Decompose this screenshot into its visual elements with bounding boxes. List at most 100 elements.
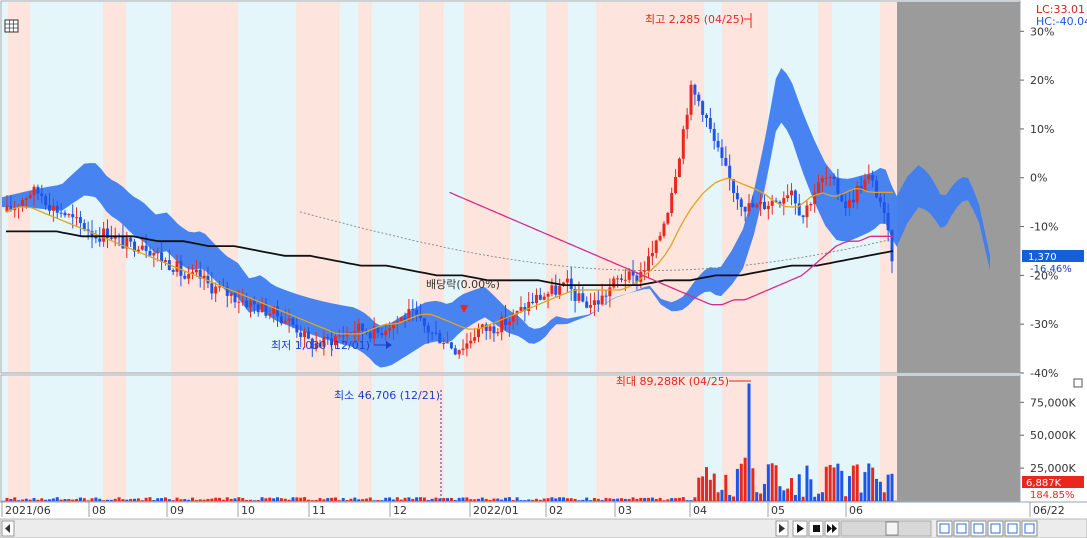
volume-bar xyxy=(581,499,585,501)
volume-axis-label: 25,000K xyxy=(1030,462,1076,475)
price-axis-label: 10% xyxy=(1030,123,1054,136)
zoom-out-icon-button[interactable] xyxy=(987,520,1004,537)
candle-body xyxy=(716,140,720,148)
table-grid-icon[interactable] xyxy=(4,19,19,33)
x-axis-label: 2022/01 xyxy=(473,504,519,517)
volume-bar xyxy=(395,497,399,501)
candle-body xyxy=(612,278,616,288)
candle-body xyxy=(442,343,446,345)
zoom-in-icon-button[interactable] xyxy=(970,520,987,537)
volume-bar xyxy=(279,498,283,501)
candle-body xyxy=(701,101,705,115)
band xyxy=(818,376,832,501)
candle-body xyxy=(407,309,411,321)
fit-icon[interactable] xyxy=(953,520,970,537)
zoom-window-icon-button[interactable] xyxy=(936,520,953,537)
candle-body xyxy=(287,318,291,321)
crosshair-icon[interactable] xyxy=(1004,520,1021,537)
candle-body xyxy=(426,325,430,333)
settings-icon-button[interactable] xyxy=(1021,520,1038,537)
zoom-out-icon[interactable] xyxy=(987,520,1004,537)
candle-body xyxy=(430,332,434,334)
volume-bar xyxy=(5,497,9,501)
candle-body xyxy=(306,331,310,339)
volume-bar xyxy=(140,500,144,501)
fit-icon-button[interactable] xyxy=(953,520,970,537)
band xyxy=(704,376,722,501)
volume-bar xyxy=(171,500,175,501)
volume-bar xyxy=(465,497,469,501)
candle-body xyxy=(391,322,395,329)
volume-bar xyxy=(863,472,867,501)
volume-bar xyxy=(531,499,535,501)
candle-body xyxy=(310,338,314,349)
volume-bar xyxy=(422,497,426,501)
volume-bar xyxy=(63,499,67,501)
volume-bar xyxy=(832,467,836,501)
crosshair-icon-button[interactable] xyxy=(1004,520,1021,537)
candle-body xyxy=(98,238,102,242)
price-axis-label: -10% xyxy=(1030,221,1058,234)
volume-bar xyxy=(345,500,349,501)
volume-bar xyxy=(635,498,639,501)
settings-icon[interactable] xyxy=(1021,520,1038,537)
candle-body xyxy=(333,336,337,346)
candle-body xyxy=(82,223,86,230)
volume-bar xyxy=(32,497,36,501)
candle-body xyxy=(326,336,330,339)
candle-body xyxy=(507,321,511,326)
candle-body xyxy=(419,315,423,319)
candle-body xyxy=(291,318,295,325)
triangle-right-icon xyxy=(779,524,785,533)
candle-body xyxy=(836,178,840,194)
candle-body xyxy=(229,293,233,296)
zoom-window-icon[interactable] xyxy=(936,520,953,537)
zoom-slider-thumb[interactable] xyxy=(885,521,899,536)
ichimoku-cloud xyxy=(2,68,990,368)
candle-body xyxy=(202,275,206,279)
candle-body xyxy=(156,252,160,254)
band xyxy=(704,2,722,373)
candle-body xyxy=(303,331,307,337)
candle-body xyxy=(581,293,585,302)
volume-bar xyxy=(654,499,658,501)
band xyxy=(171,376,238,501)
candle-body xyxy=(9,206,13,211)
candle-body xyxy=(395,320,399,323)
volume-bar xyxy=(55,497,59,501)
candle-body xyxy=(357,323,361,332)
candle-body xyxy=(40,193,44,197)
band xyxy=(171,2,238,373)
candle-body xyxy=(778,201,782,204)
candle-body xyxy=(882,202,886,214)
grid-icon-frame[interactable] xyxy=(4,19,19,33)
volume-bar xyxy=(886,474,890,501)
candle-body xyxy=(538,294,542,300)
volume-bar xyxy=(75,498,79,501)
candle-body xyxy=(28,195,32,199)
volume-bar xyxy=(735,468,739,501)
band xyxy=(568,2,596,373)
band xyxy=(30,376,103,501)
square-icon[interactable] xyxy=(1073,378,1083,388)
volume-bar xyxy=(662,500,666,501)
volume-bar xyxy=(890,473,894,501)
candle-body xyxy=(121,236,125,249)
volume-bar xyxy=(148,497,152,501)
volume-bar xyxy=(183,498,187,501)
candle-body xyxy=(554,285,558,295)
volume-max-annotation: 최대 89,288K (04/25) xyxy=(616,375,729,388)
candle-body xyxy=(805,205,809,218)
zoom-in-icon[interactable] xyxy=(970,520,987,537)
volume-bar xyxy=(191,497,195,501)
candle-body xyxy=(283,320,287,324)
volume-bar xyxy=(828,464,832,501)
volume-bar xyxy=(573,498,577,501)
volume-bar xyxy=(492,498,496,501)
candle-body xyxy=(20,199,24,206)
candle-body xyxy=(616,278,620,280)
price-axis-label: 30% xyxy=(1030,25,1054,38)
volume-bar xyxy=(720,489,724,501)
volume-min-annotation: 최소 46,706 (12/21) xyxy=(334,389,440,402)
candle-body xyxy=(623,279,627,281)
